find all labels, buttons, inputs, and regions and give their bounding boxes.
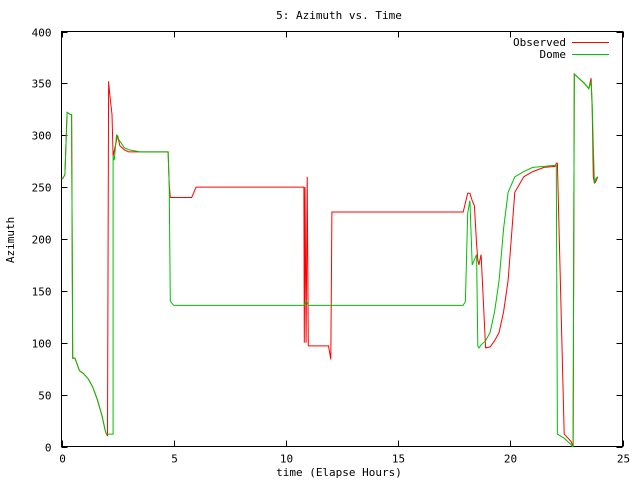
legend: Observed Dome — [513, 36, 609, 61]
y-axis-label: Azimuth — [4, 217, 17, 263]
y-axis: 0 50 100 150 200 250 300 350 400 — [32, 27, 623, 455]
series-line-observed — [61, 72, 599, 447]
y-tick-label: 200 — [32, 234, 52, 247]
y-tick-label: 350 — [32, 78, 52, 91]
legend-label-dome: Dome — [540, 48, 567, 61]
series-line-dome — [61, 72, 599, 447]
y-tick-label: 100 — [32, 338, 52, 351]
y-tick-label: 250 — [32, 182, 52, 195]
x-tick-label: 10 — [280, 453, 293, 466]
x-tick-label: 5 — [171, 453, 178, 466]
y-tick-label: 150 — [32, 286, 52, 299]
legend-label-observed: Observed — [513, 36, 566, 49]
x-tick-label: 25 — [617, 453, 630, 466]
x-tick-label: 20 — [504, 453, 517, 466]
plot-frame — [61, 31, 623, 447]
y-tick-label: 400 — [32, 27, 52, 40]
x-axis: 0 5 10 15 20 25 — [59, 31, 630, 466]
y-tick-label: 300 — [32, 130, 52, 143]
series-layer — [61, 72, 599, 447]
x-tick-label: 15 — [392, 453, 405, 466]
x-axis-label: time (Elapse Hours) — [276, 466, 402, 479]
chart-title: 5: Azimuth vs. Time — [276, 9, 402, 22]
x-tick-label: 0 — [59, 453, 66, 466]
y-tick-label: 50 — [38, 390, 51, 403]
y-tick-label: 0 — [45, 442, 52, 455]
